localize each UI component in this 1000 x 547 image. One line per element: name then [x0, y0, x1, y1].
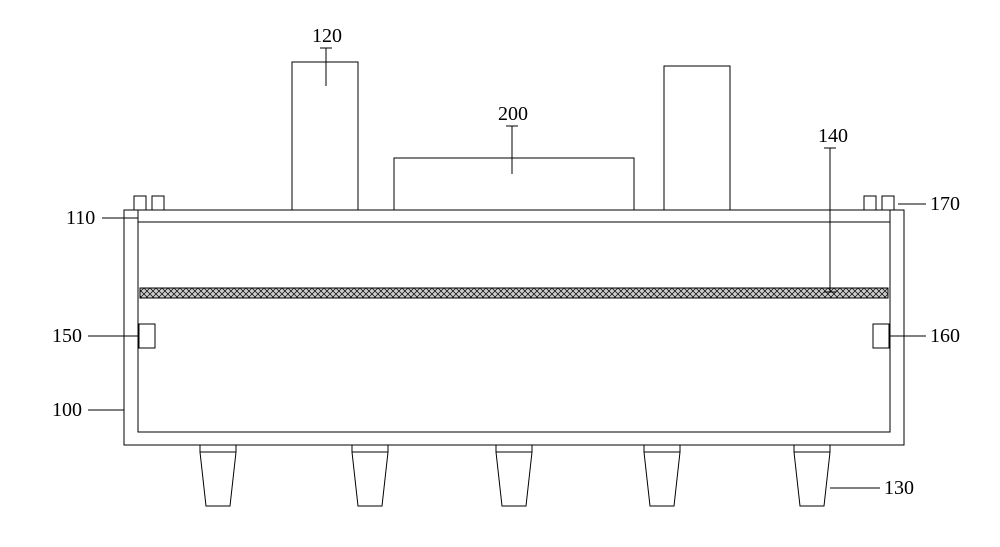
label-160: 160	[930, 325, 960, 347]
nozzle	[794, 452, 830, 506]
side-tab-left	[139, 324, 155, 348]
label-200: 200	[498, 103, 528, 125]
top-bolt	[864, 196, 876, 210]
top-bolt	[882, 196, 894, 210]
label-100: 100	[52, 399, 82, 421]
nozzle	[644, 452, 680, 506]
label-130: 130	[884, 477, 914, 499]
nozzle	[352, 452, 388, 506]
side-tab-right	[873, 324, 889, 348]
hatched-band	[140, 288, 888, 298]
outer-box	[124, 210, 904, 445]
top-block-left	[292, 62, 358, 210]
label-140: 140	[818, 125, 848, 147]
label-120: 120	[312, 25, 342, 47]
label-170: 170	[930, 193, 960, 215]
label-110: 110	[66, 207, 95, 229]
inner-box	[138, 222, 890, 432]
nozzle	[200, 452, 236, 506]
top-bolt	[152, 196, 164, 210]
nozzle	[496, 452, 532, 506]
top-block-mid	[394, 158, 634, 210]
top-bolt	[134, 196, 146, 210]
label-150: 150	[52, 325, 82, 347]
top-block-right	[664, 66, 730, 210]
